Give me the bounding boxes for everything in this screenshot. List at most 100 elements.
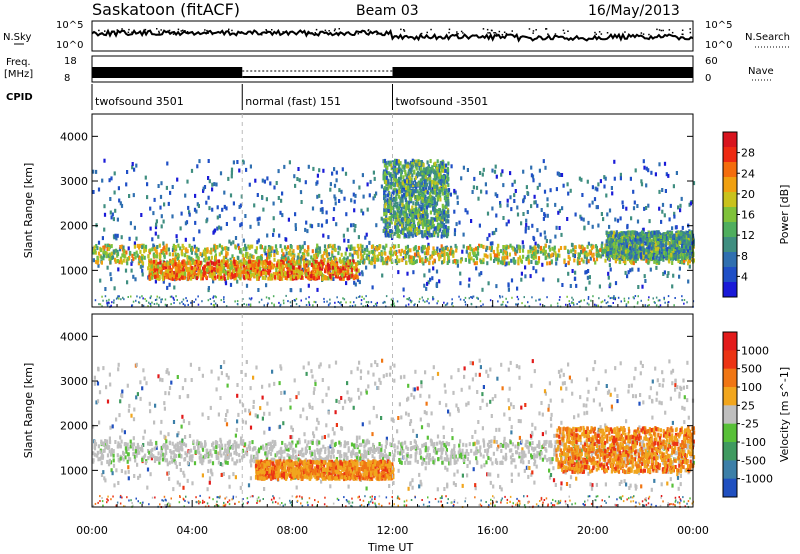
nsky-dot <box>448 28 451 31</box>
band-cell <box>652 255 655 260</box>
data-cell <box>176 177 179 182</box>
nsky-dot <box>426 31 428 34</box>
data-cell <box>126 280 129 285</box>
band-cell <box>125 250 128 255</box>
band-cell <box>468 257 471 262</box>
data-cell <box>116 217 119 222</box>
band-cell <box>123 254 126 259</box>
band-cell <box>689 250 692 255</box>
data-cell <box>598 284 601 289</box>
band-cell <box>686 248 690 253</box>
band-cell <box>154 271 157 276</box>
data-cell <box>607 275 610 280</box>
data-cell <box>658 206 661 211</box>
band-cell <box>285 263 288 268</box>
band-cell <box>393 231 396 236</box>
band-cell <box>394 244 397 249</box>
data-cell <box>365 232 368 237</box>
data-cell <box>298 178 301 183</box>
band-cell <box>180 251 183 256</box>
data-cell <box>664 189 667 193</box>
data-cell <box>149 206 152 211</box>
data-cell <box>591 200 594 205</box>
data-cell <box>354 193 357 198</box>
band-cell <box>418 191 421 196</box>
data-cell <box>461 249 464 254</box>
data-cell <box>487 281 490 286</box>
data-cell <box>101 236 104 241</box>
data-cell <box>256 217 259 222</box>
band-cell <box>496 253 499 258</box>
data-cell <box>668 217 671 222</box>
band-cell <box>421 257 424 262</box>
band-cell <box>157 261 160 266</box>
band-cell <box>648 244 651 249</box>
band-cell <box>266 257 269 261</box>
band-cell <box>468 251 471 256</box>
data-cell <box>544 213 547 218</box>
data-cell <box>506 203 509 208</box>
data-cell <box>488 233 491 238</box>
band-cell <box>233 262 236 267</box>
band-cell <box>349 264 352 269</box>
data-cell <box>560 173 564 177</box>
band-cell <box>385 257 388 261</box>
band-cell <box>195 248 198 253</box>
data-cell <box>320 199 323 204</box>
band-cell <box>483 253 486 258</box>
band-cell <box>587 259 590 264</box>
band-cell <box>170 267 173 272</box>
band-cell <box>279 244 282 249</box>
band-cell <box>240 250 243 255</box>
data-cell <box>597 182 600 187</box>
band-cell <box>688 255 692 260</box>
band-cell <box>509 243 512 248</box>
band-cell <box>336 263 339 268</box>
data-cell <box>594 186 597 191</box>
data-cell <box>660 219 663 224</box>
band-cell <box>251 244 254 249</box>
data-cell <box>453 232 456 237</box>
band-cell <box>353 246 356 251</box>
band-cell <box>473 251 476 256</box>
band-cell <box>425 251 428 256</box>
band-cell <box>532 256 535 261</box>
data-cell <box>470 219 473 223</box>
band-cell <box>625 243 629 248</box>
band-cell <box>290 263 293 267</box>
nsky-dot <box>117 30 119 32</box>
data-cell <box>130 268 133 273</box>
data-cell <box>151 237 154 242</box>
data-cell <box>340 189 343 194</box>
data-cell <box>368 193 371 198</box>
nsky-dot <box>545 28 547 30</box>
band-cell <box>293 270 296 275</box>
data-cell <box>261 178 264 183</box>
band-cell <box>440 244 443 249</box>
data-cell <box>354 282 357 287</box>
band-cell <box>167 265 170 270</box>
band-cell <box>527 249 530 254</box>
data-cell <box>501 169 504 174</box>
band-cell <box>310 276 313 281</box>
band-cell <box>179 246 182 251</box>
data-cell <box>92 258 95 263</box>
band-cell <box>683 234 686 239</box>
band-cell <box>185 247 188 252</box>
nsky-dot <box>261 34 263 36</box>
band-cell <box>252 272 255 277</box>
band-cell <box>179 272 182 277</box>
band-cell <box>216 245 219 250</box>
data-cell <box>184 237 187 242</box>
band-cell <box>316 245 319 250</box>
band-cell <box>536 261 539 266</box>
data-cell <box>225 222 228 226</box>
data-cell <box>464 208 467 213</box>
band-cell <box>234 245 237 250</box>
band-cell <box>193 271 196 276</box>
band-cell <box>383 246 386 251</box>
band-cell <box>626 256 629 261</box>
band-cell <box>199 272 202 277</box>
band-cell <box>642 237 645 242</box>
band-cell <box>527 260 530 265</box>
